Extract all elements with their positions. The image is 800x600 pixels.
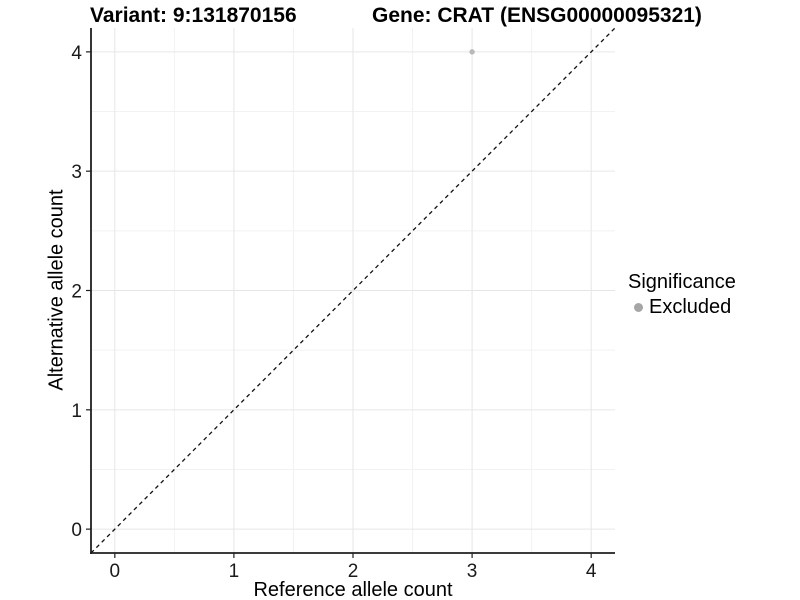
legend-title: Significance xyxy=(628,271,736,293)
x-tick-label: 3 xyxy=(467,561,478,582)
y-axis-title: Alternative allele count xyxy=(45,189,68,391)
y-tick-label: 2 xyxy=(71,282,82,303)
x-tick-label: 1 xyxy=(229,561,240,582)
legend-item-label: Excluded xyxy=(649,296,732,318)
identity-line xyxy=(90,27,616,554)
x-axis-title: Reference allele count xyxy=(253,579,453,600)
excluded-point-icon xyxy=(634,303,643,312)
x-tick-label: 0 xyxy=(110,561,121,582)
gene-title: Gene: CRAT (ENSG00000095321) xyxy=(372,4,702,27)
x-tick-label: 4 xyxy=(586,561,597,582)
y-tick-label: 0 xyxy=(71,520,82,541)
variant-title: Variant: 9:131870156 xyxy=(90,4,297,27)
data-point xyxy=(469,49,475,55)
y-tick-label: 4 xyxy=(71,43,82,64)
legend-item-excluded: Excluded xyxy=(628,296,736,319)
x-tick-label: 2 xyxy=(348,561,359,582)
legend: Significance Excluded xyxy=(628,271,736,319)
y-tick-label: 3 xyxy=(71,162,82,183)
y-tick-label: 1 xyxy=(71,401,82,422)
